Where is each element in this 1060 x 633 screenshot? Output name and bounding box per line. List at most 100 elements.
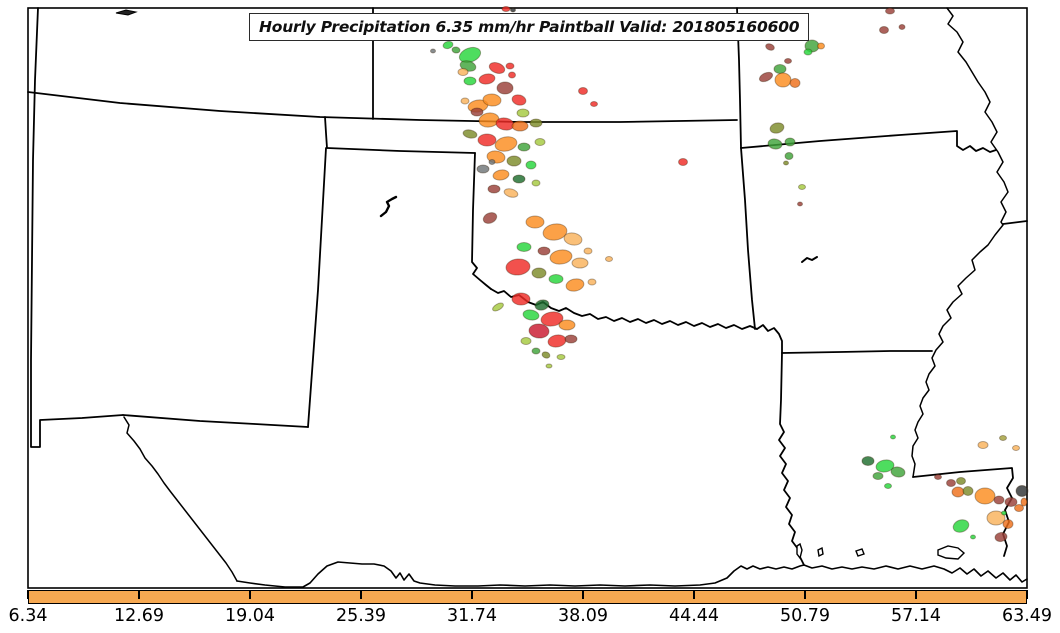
paintball-blob (890, 434, 896, 440)
lakes (115, 9, 966, 560)
paintball-blob (875, 459, 895, 473)
paintball-blob (457, 68, 469, 76)
paintball-blob (1014, 504, 1024, 512)
colorbar-tick-label: 19.04 (224, 606, 276, 626)
paintball-blob (952, 519, 970, 533)
paintball-blob (525, 215, 545, 229)
paintball-blob (528, 323, 550, 339)
colorbar-tick-label: 6.34 (8, 606, 48, 626)
paintball-blob (1001, 510, 1007, 516)
colorbar-tick (915, 590, 917, 599)
paintball-blob (503, 188, 519, 198)
paintball-blob (974, 487, 996, 505)
paintball-blob (884, 483, 892, 489)
paintball-blob (529, 118, 543, 128)
paintball-blob (511, 94, 527, 106)
paintball-blob (531, 179, 541, 187)
colorbar-tick (249, 590, 251, 599)
paintball-blob (587, 278, 597, 286)
paintball-blob (797, 201, 803, 207)
paintball-blob (1004, 497, 1018, 507)
map-frame (27, 7, 1028, 589)
paintball-blob (516, 108, 530, 118)
title-box: Hourly Precipitation 6.35 mm/hr Paintbal… (249, 13, 810, 41)
paintball-blob (525, 160, 537, 170)
colorbar-tick (693, 590, 695, 599)
paintball-blob (803, 48, 813, 56)
paintball-blob (522, 309, 540, 321)
paintball-blob (970, 534, 976, 540)
paintball-blob (541, 351, 551, 359)
page-title: Hourly Precipitation 6.35 mm/hr Paintbal… (259, 18, 800, 36)
paintball-blob (496, 81, 514, 95)
paintball-blob (879, 26, 889, 34)
paintball-blob (678, 158, 688, 166)
paintball-blob (994, 531, 1008, 543)
paintball-blob (531, 347, 541, 355)
colorbar-tick (582, 590, 584, 599)
paintball-blob (534, 299, 550, 311)
paintball-blob (501, 6, 511, 12)
paintball-blob (783, 160, 789, 166)
paintball-blob (789, 78, 801, 88)
paintball-blobs (430, 6, 1029, 543)
paintball-blob (590, 101, 598, 107)
paintball-blob (817, 42, 825, 50)
colorbar-tick-label: 38.09 (557, 606, 609, 626)
paintball-blob (962, 486, 974, 496)
paintball-blob (488, 159, 496, 165)
paintball-blob (798, 184, 806, 190)
paintball-blob (578, 87, 588, 95)
paintball-blob (548, 274, 564, 284)
colorbar (28, 590, 1027, 604)
paintball-blob (482, 93, 502, 107)
colorbar-tick-label: 50.79 (779, 606, 831, 626)
coastline (236, 561, 1028, 588)
paintball-blob (478, 73, 496, 85)
colorbar-tick-label: 57.14 (890, 606, 942, 626)
paintball-blob (477, 133, 497, 147)
paintball-blob (534, 138, 546, 146)
paintball-blob (460, 97, 470, 105)
paintball-blob (946, 479, 956, 487)
paintball-blob (511, 120, 529, 132)
paintball-blob (583, 247, 593, 255)
paintball-blob (430, 48, 436, 54)
paintball-blob (993, 495, 1005, 505)
paintball-blob (494, 136, 518, 152)
paintball-blob (487, 184, 501, 194)
paintball-blob (934, 474, 942, 480)
colorbar-tick (27, 590, 29, 599)
paintball-blob (956, 477, 966, 485)
paintball-blob (773, 64, 787, 74)
paintball-blob (462, 129, 478, 139)
colorbar-tick-label: 31.74 (446, 606, 498, 626)
state-borders (27, 7, 1028, 566)
rivers (123, 7, 1009, 601)
paintball-blob (506, 155, 522, 167)
paintball-blob (542, 223, 568, 241)
colorbar-tick-label: 25.39 (335, 606, 387, 626)
paintball-blob (758, 71, 774, 83)
paintball-blob (784, 152, 794, 160)
paintball-blob (451, 46, 461, 54)
paintball-blob (470, 107, 484, 117)
paintball-blob (478, 112, 500, 128)
paintball-blob (482, 212, 498, 224)
colorbar-tick (471, 590, 473, 599)
paintball-blob (1002, 519, 1014, 529)
paintball-blob (1015, 485, 1029, 497)
paintball-blob (556, 354, 566, 360)
paintball-blob (508, 71, 516, 79)
paintball-blob (510, 7, 516, 13)
colorbar-tick (1026, 590, 1028, 599)
paintball-blob (885, 7, 895, 15)
colorbar-tick-label: 63.49 (1001, 606, 1053, 626)
paintball-blob (563, 232, 583, 246)
paintball-blob (505, 62, 515, 70)
paintball-blob (784, 58, 792, 64)
paintball-blob (605, 256, 613, 262)
paintball-blob (999, 435, 1007, 441)
paintball-blob (558, 319, 576, 331)
